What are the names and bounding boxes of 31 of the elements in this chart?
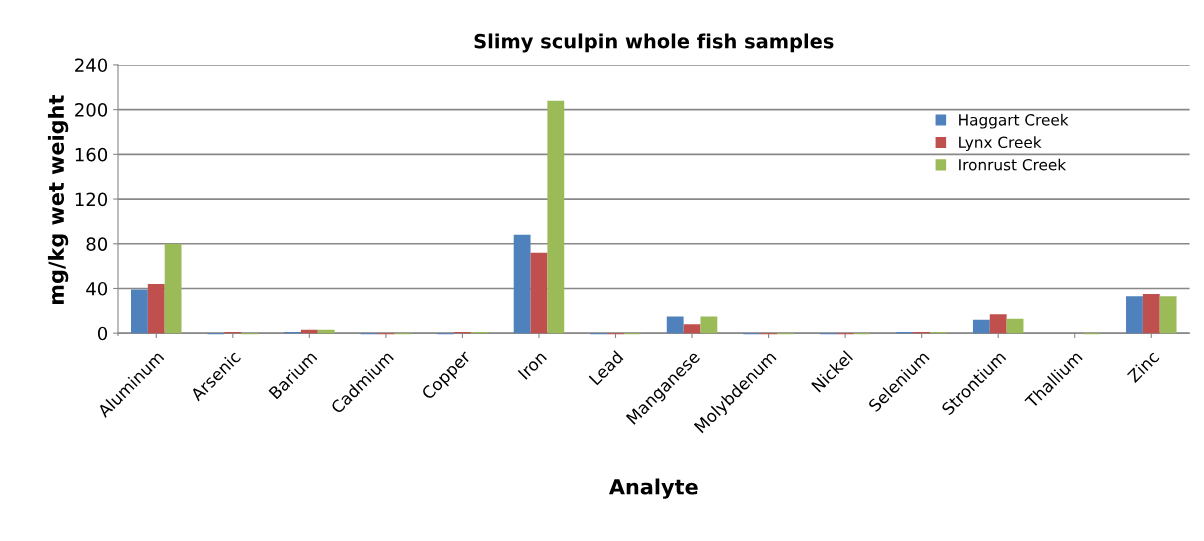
bar xyxy=(317,329,335,334)
bar xyxy=(147,284,165,334)
y-tick-label: 120 xyxy=(75,192,108,207)
legend-label: Lynx Creek xyxy=(959,136,1042,152)
y-tick-label: 240 xyxy=(75,58,108,73)
bar xyxy=(300,329,318,334)
chart-title: Slimy sculpin whole fish samples xyxy=(474,33,834,53)
bar xyxy=(1126,296,1143,334)
y-tick-label: 160 xyxy=(75,147,108,162)
y-tick-label: 0 xyxy=(97,326,108,341)
y-axis-title: mg/kg wet weight xyxy=(47,95,69,304)
bar xyxy=(666,316,684,334)
bar xyxy=(164,243,182,334)
x-axis-title: Analyte xyxy=(608,478,698,499)
x-tick-label: Iron xyxy=(517,350,548,380)
bar xyxy=(547,100,565,334)
bar xyxy=(972,319,990,334)
legend-label: Haggart Creek xyxy=(959,113,1069,129)
bar xyxy=(989,314,1007,334)
bar xyxy=(1142,294,1160,334)
y-tick-label: 80 xyxy=(86,237,108,251)
y-tick-label: 40 xyxy=(86,281,108,296)
bar xyxy=(1159,296,1177,334)
bar xyxy=(1006,318,1024,334)
bar xyxy=(513,234,531,334)
bar xyxy=(131,289,148,334)
bar xyxy=(683,324,701,334)
bar xyxy=(530,252,548,334)
y-tick-label: 200 xyxy=(75,103,108,117)
legend-label: Ironrust Creek xyxy=(959,158,1067,171)
bar xyxy=(700,316,718,334)
